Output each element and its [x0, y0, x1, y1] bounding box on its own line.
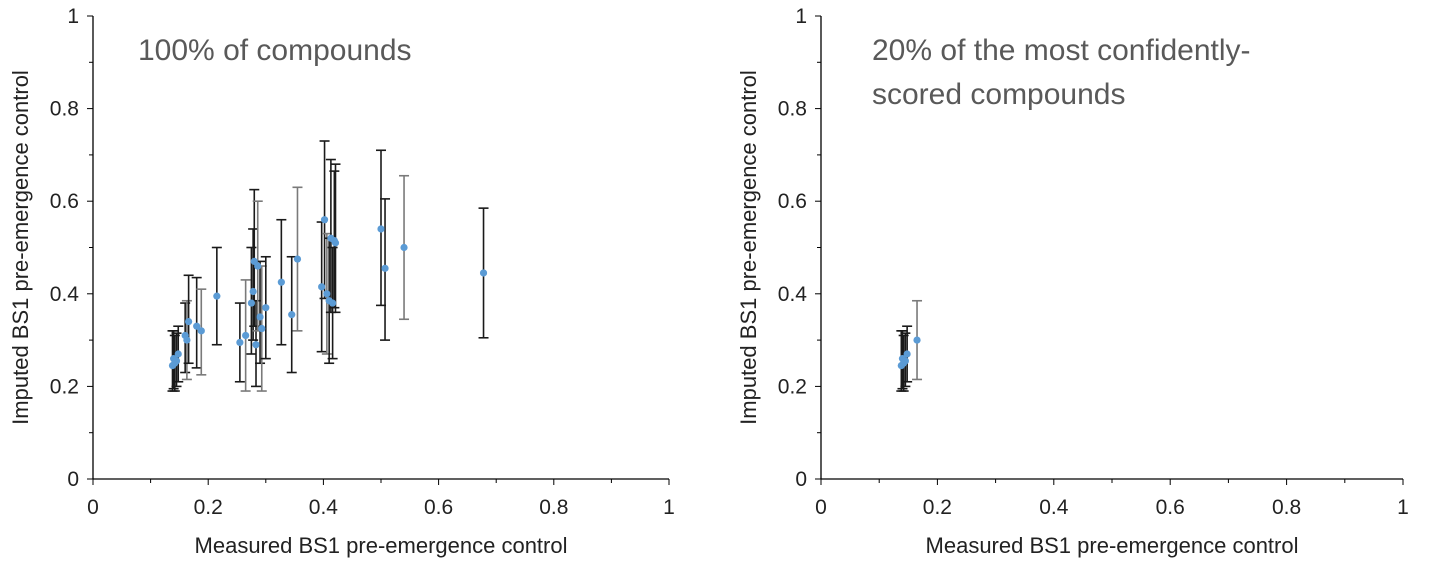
x-tick-label: 0.6	[1156, 496, 1185, 519]
chart-panel-1: 0 0.2 0.4 0.6 0.8 1 0 0.2 0.4 0.6 0.8 1 Measured BS1…	[8, 5, 675, 558]
data-point	[249, 287, 257, 296]
data-point	[256, 313, 264, 321]
data-point	[323, 290, 331, 298]
panel-title: 20% of the most confidently-	[872, 34, 1251, 67]
y-tick-label: 0.6	[778, 190, 807, 213]
data-point	[254, 262, 262, 270]
x-tick-label: 0.4	[309, 496, 339, 519]
x-tick-label: 0.4	[1039, 496, 1069, 519]
x-tick-label: 0.6	[424, 496, 453, 519]
data-point	[293, 255, 302, 263]
data-point	[381, 264, 389, 272]
data-point	[197, 327, 205, 335]
data-point	[288, 311, 296, 319]
data-point	[262, 304, 270, 312]
y-tick-label: 0.8	[778, 98, 807, 121]
x-tick-label: 0.2	[923, 496, 952, 519]
x-tick-label: 0	[87, 496, 99, 519]
panel-title: scored compounds	[872, 78, 1125, 111]
y-tick-label: 1	[795, 5, 807, 28]
y-tick-label: 0	[795, 468, 807, 491]
data-point	[193, 322, 201, 330]
y-tick-label: 0.2	[50, 375, 79, 398]
data-point	[277, 278, 285, 286]
data-point	[903, 350, 911, 358]
y-tick-label: 1	[67, 5, 79, 28]
data-point	[329, 299, 337, 307]
chart-panel-2: 0 0.2 0.4 0.6 0.8 1 0 0.2 0.4 0.6 0.8 1 Measured BS1…	[736, 5, 1409, 558]
data-point	[901, 357, 909, 365]
data-point	[479, 269, 488, 277]
data-point	[913, 336, 921, 344]
data-point	[185, 317, 193, 326]
data-point	[236, 338, 244, 347]
x-tick-label: 0.2	[194, 496, 223, 519]
x-tick-label: 0.8	[539, 496, 568, 519]
data-point	[320, 216, 329, 224]
panel-title: 100% of compounds	[138, 34, 412, 67]
data-point	[400, 243, 408, 252]
y-tick-label: 0.4	[50, 283, 80, 306]
data-point	[331, 239, 340, 247]
x-tick-label: 0.8	[1272, 496, 1301, 519]
x-axis-title: Measured BS1 pre-emergence control	[195, 533, 568, 558]
y-axis-title: Imputed BS1 pre-emergence control	[8, 70, 33, 425]
y-axis-title: Imputed BS1 pre-emergence control	[736, 70, 761, 425]
x-tick-label: 1	[1397, 496, 1409, 519]
x-tick-label: 1	[663, 496, 675, 519]
data-point	[318, 283, 326, 291]
x-tick-label: 0	[815, 496, 827, 519]
data-point	[252, 341, 260, 349]
y-tick-label: 0.6	[50, 190, 79, 213]
data-point	[247, 299, 255, 307]
y-tick-label: 0.8	[50, 98, 79, 121]
data-point	[183, 336, 191, 344]
y-tick-label: 0.4	[778, 283, 808, 306]
y-tick-label: 0.2	[778, 375, 807, 398]
data-point	[213, 292, 221, 300]
x-axis-title: Measured BS1 pre-emergence control	[926, 533, 1299, 558]
data-point	[242, 331, 250, 340]
data-point	[377, 225, 385, 233]
data-point	[174, 350, 182, 358]
data-point	[258, 324, 266, 333]
data-point	[172, 357, 181, 365]
y-tick-label: 0	[67, 468, 79, 491]
